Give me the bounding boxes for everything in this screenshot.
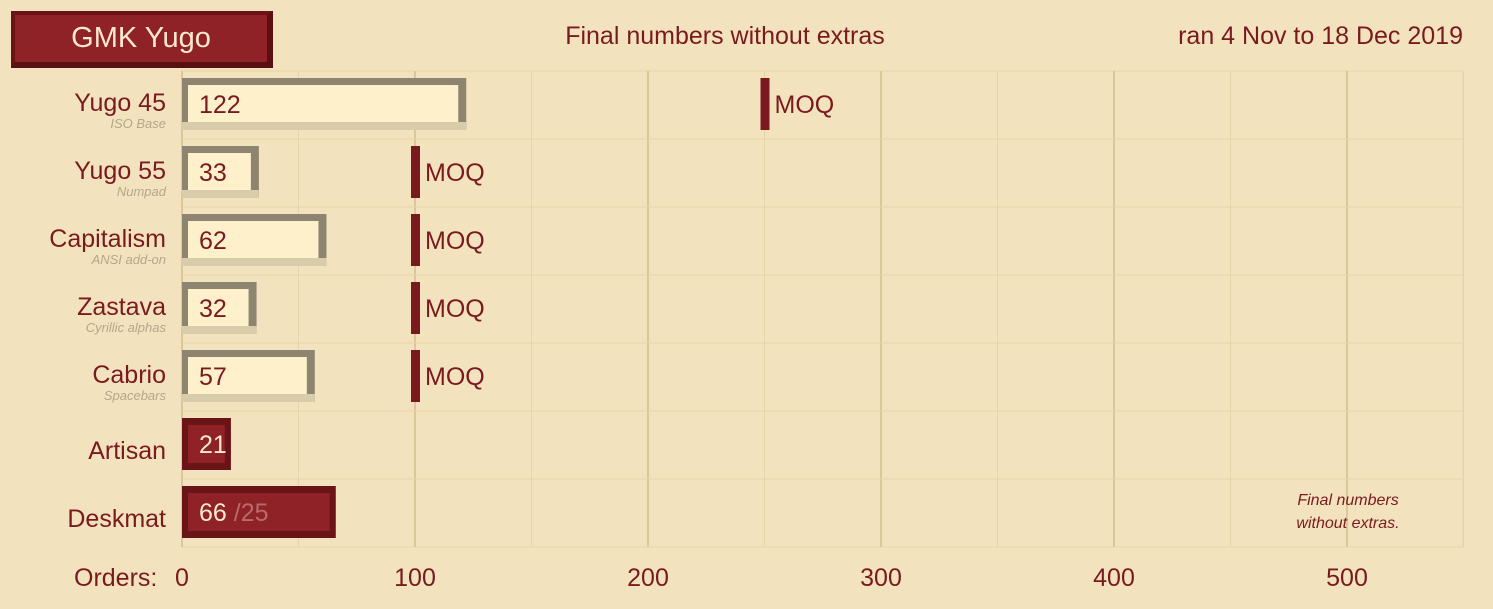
category-name: Yugo 55 (74, 157, 166, 185)
value-label-cabrio: 57 (199, 363, 227, 391)
moq-label-zastava: MOQ (425, 295, 485, 323)
category-label-zastava: Zastava Cyrillic alphas (77, 293, 166, 335)
bar-yugo-55 (188, 153, 251, 190)
x-tick-400: 400 (1093, 564, 1135, 592)
x-tick-500: 500 (1326, 564, 1368, 592)
value-text-cabrio: 57 (199, 363, 227, 391)
category-label-cabrio: Cabrio Spacebars (92, 361, 166, 403)
moq-marker-yugo-45 (760, 78, 770, 130)
date-range: ran 4 Nov to 18 Dec 2019 (1178, 22, 1463, 50)
moq-marker-capitalism (411, 214, 420, 266)
category-sublabel: Cyrillic alphas (85, 320, 166, 335)
category-sublabel: Numpad (116, 184, 166, 199)
x-tick-200: 200 (627, 564, 669, 592)
category-label-yugo-45: Yugo 45 ISO Base (74, 89, 166, 131)
moq-marker-yugo-55 (411, 146, 420, 198)
value-text-yugo-45: 122 (199, 91, 241, 119)
category-name: Deskmat (67, 505, 166, 533)
moq-label-cabrio: MOQ (425, 363, 485, 391)
value-text-deskmat: 66 (199, 499, 227, 527)
category-name: Cabrio (92, 361, 166, 389)
bar-deskmat (188, 493, 330, 531)
value-label-capitalism: 62 (199, 227, 227, 255)
value-text-yugo-55: 33 (199, 159, 227, 187)
category-name: Yugo 45 (74, 89, 166, 117)
category-label-deskmat: Deskmat (67, 505, 166, 533)
footnote-line-1: Final numbers (1297, 492, 1399, 509)
title-badge: GMK Yugo (11, 11, 273, 68)
moq-label-yugo-55: MOQ (425, 159, 485, 187)
category-sublabel: ISO Base (110, 116, 166, 131)
bar-bevel-bottom-cabrio (182, 394, 315, 402)
bar-yugo-45 (188, 85, 459, 122)
footnote-line-2: without extras. (1296, 515, 1400, 532)
secondary-label-deskmat: /25 (227, 499, 269, 527)
bar-capitalism (188, 221, 319, 258)
bar-zastava (188, 289, 249, 326)
category-label-yugo-55: Yugo 55 Numpad (74, 157, 166, 199)
chart-subtitle: Final numbers without extras (565, 22, 885, 50)
bar-cabrio (188, 357, 307, 394)
moq-marker-zastava (411, 282, 420, 334)
category-name: Artisan (88, 437, 166, 465)
bar-bevel-bottom-yugo-45 (182, 122, 467, 130)
value-text-zastava: 32 (199, 295, 227, 323)
category-sublabel: Spacebars (103, 388, 166, 403)
footnote: Final numbers without extras. (1278, 489, 1418, 535)
x-tick-0: 0 (175, 564, 189, 592)
x-axis-label: Orders: (74, 564, 158, 592)
category-name: Zastava (77, 293, 166, 321)
value-text-capitalism: 62 (199, 227, 227, 255)
x-tick-100: 100 (394, 564, 436, 592)
category-name: Capitalism (49, 225, 166, 253)
bar-artisan (188, 425, 225, 463)
value-label-yugo-45: 122 (199, 91, 241, 119)
category-label-artisan: Artisan (88, 437, 166, 465)
value-label-deskmat: 66 /25 (199, 499, 269, 527)
category-label-capitalism: Capitalism ANSI add-on (49, 225, 166, 267)
category-sublabel: ANSI add-on (91, 252, 166, 267)
moq-label-yugo-45: MOQ (775, 91, 835, 119)
bar-bevel-bottom-capitalism (182, 258, 327, 266)
moq-label-capitalism: MOQ (425, 227, 485, 255)
value-text-artisan: 21 (199, 431, 227, 459)
value-label-yugo-55: 33 (199, 159, 227, 187)
bar-bevel-bottom-yugo-55 (182, 190, 259, 198)
moq-marker-cabrio (411, 350, 420, 402)
value-label-zastava: 32 (199, 295, 227, 323)
value-label-artisan: 21 (199, 431, 227, 459)
bar-bevel-bottom-zastava (182, 326, 257, 334)
x-tick-300: 300 (860, 564, 902, 592)
plot-frame (181, 70, 1464, 548)
